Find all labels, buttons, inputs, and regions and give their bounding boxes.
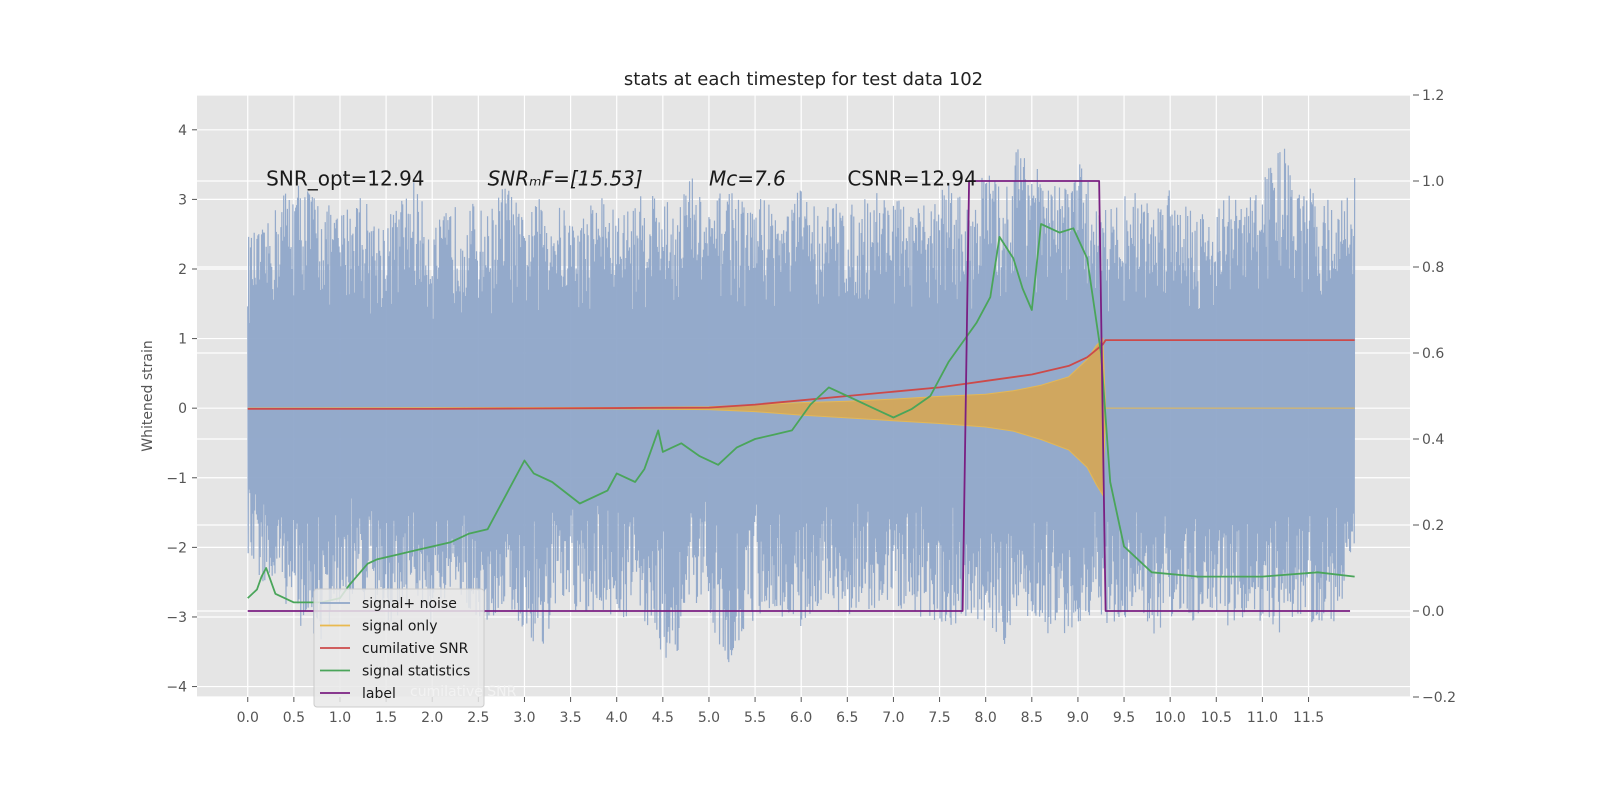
x-tick-label: 10.5	[1201, 710, 1232, 726]
x-tick-label: 11.5	[1293, 710, 1324, 726]
annotation-csnr: CSNR=12.94	[847, 167, 977, 191]
signal-plus-noise-line	[247, 148, 1356, 663]
x-tick-label: 7.5	[928, 710, 950, 726]
cumilative-snr-line	[247, 339, 1355, 410]
y2-tick-label: 0.4	[1422, 432, 1444, 448]
y-tick-label: 2	[178, 262, 187, 278]
y-tick-label: 1	[178, 332, 187, 348]
x-tick-label: 1.0	[329, 710, 351, 726]
x-tick-label: 6.5	[836, 710, 858, 726]
annotation-chirp-mass: Mᴄ=7.6	[709, 167, 786, 191]
annotation-snr-mf: SNRₘF=[15.53]	[488, 167, 643, 191]
x-tick-label: 11.0	[1247, 710, 1278, 726]
y-tick-label: 0	[178, 401, 187, 417]
y-tick-label: −1	[166, 471, 187, 487]
x-tick-label: 3.5	[559, 710, 581, 726]
signal-only-series	[247, 337, 1355, 497]
y-tick-label: −2	[166, 540, 187, 556]
y2-tick-label: 0.6	[1422, 346, 1444, 362]
x-tick-label: 9.0	[1067, 710, 1089, 726]
y-tick-label: −4	[166, 680, 187, 696]
chart-title: stats at each timestep for test data 102	[624, 69, 983, 90]
x-tick-label: 5.0	[698, 710, 720, 726]
signal-plus-noise-series	[247, 148, 1356, 663]
y2-tick-label: 1.2	[1422, 88, 1444, 104]
y-tick-label: 4	[178, 123, 187, 139]
x-tick-label: 2.5	[467, 710, 489, 726]
annotations: SNR_opt=12.94 SNRₘF=[15.53] Mᴄ=7.6 CSNR=…	[266, 167, 977, 191]
y2-tick-label: 0.0	[1422, 604, 1444, 620]
legend: cumilative SNR signal+ noise signal only cu…	[313, 588, 517, 708]
x-tick-label: 0.0	[237, 710, 259, 726]
x-tick-label: 1.5	[375, 710, 397, 726]
x-tick-label: 9.5	[1113, 710, 1135, 726]
legend-label: signal statistics	[362, 664, 470, 680]
x-tick-label: 8.5	[1021, 710, 1043, 726]
x-tick-label: 10.0	[1155, 710, 1186, 726]
y2-tick-label: −0.2	[1422, 690, 1456, 706]
axes: 0.0 0.5 1.0 1.5 2.0 2.5 3.0 3.5 4.0 4.5 5.0 5.5 6.0 6…	[166, 88, 1456, 726]
signal-statistics-line	[247, 223, 1355, 604]
legend-label: cumilative SNR	[362, 641, 469, 657]
y-axis-label: Whitened strain	[140, 340, 156, 451]
y2-tick-label: 0.2	[1422, 518, 1444, 534]
x-tick-label: 8.0	[975, 710, 997, 726]
x-tick-label: 7.0	[882, 710, 904, 726]
y-tick-label: 3	[178, 192, 187, 208]
x-tick-label: 0.5	[283, 710, 305, 726]
x-tick-label: 3.0	[513, 710, 535, 726]
y2-tick-label: 0.8	[1422, 260, 1444, 276]
x-tick-label: 4.0	[606, 710, 628, 726]
y-tick-label: −3	[166, 610, 187, 626]
annotation-snr-opt: SNR_opt=12.94	[266, 167, 424, 191]
signal-only-fill	[247, 337, 1355, 497]
x-tick-label: 2.0	[421, 710, 443, 726]
legend-overlap-text: cumilative SNR	[410, 684, 517, 700]
legend-label: signal+ noise	[362, 596, 457, 612]
right-axis-series	[247, 180, 1355, 612]
label-line	[247, 180, 1351, 612]
y2-tick-label: 1.0	[1422, 174, 1444, 190]
legend-label: signal only	[362, 619, 437, 635]
x-tick-label: 6.0	[790, 710, 812, 726]
x-tick-label: 4.5	[652, 710, 674, 726]
legend-box	[313, 588, 485, 708]
x-tick-label: 5.5	[744, 710, 766, 726]
legend-label: label	[362, 686, 396, 702]
